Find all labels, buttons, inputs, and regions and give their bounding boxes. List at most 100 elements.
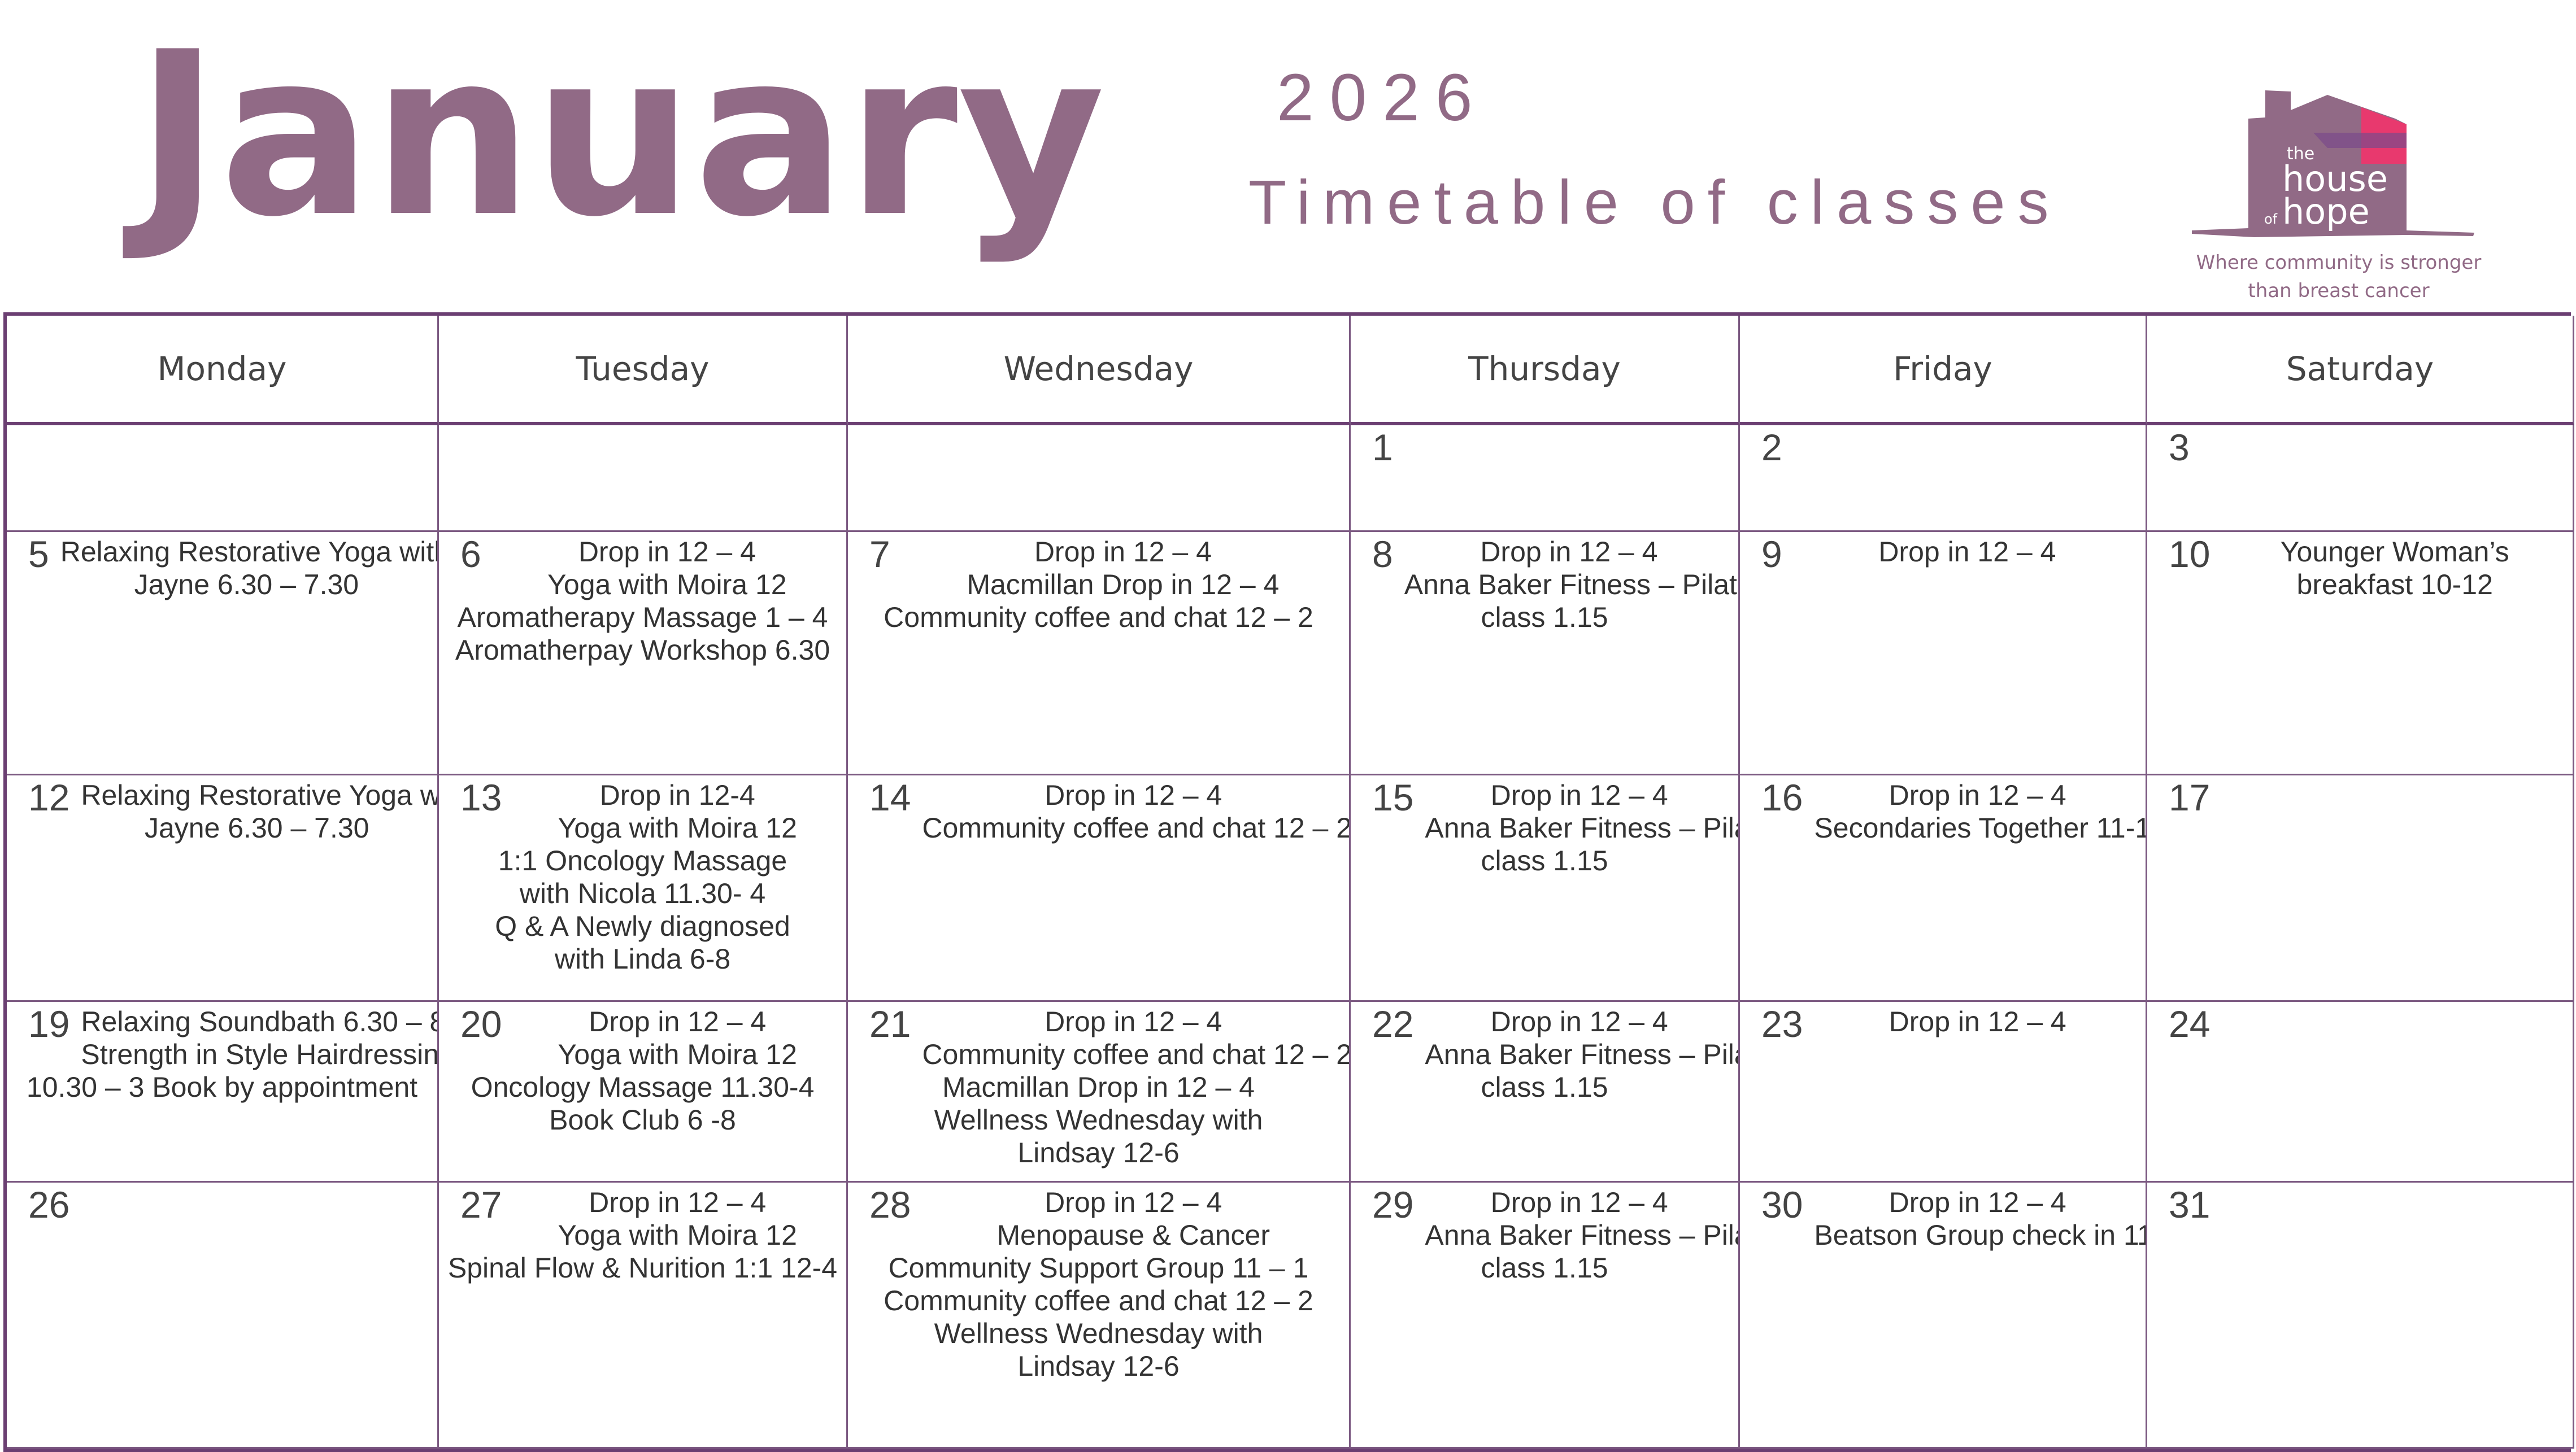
day-number: 6 xyxy=(460,533,481,575)
calendar-day-cell: 2 xyxy=(1740,425,2147,532)
event-item: Drop in 12 – 4 xyxy=(1889,1187,2066,1218)
day-number: 10 xyxy=(2169,533,2211,575)
day-number: 7 xyxy=(869,533,890,575)
event-item: Yoga with Moira 12 xyxy=(558,812,797,844)
day-header-tuesday: Tuesday xyxy=(439,316,848,425)
day-header-saturday: Saturday xyxy=(2147,316,2574,425)
day-number: 21 xyxy=(869,1003,911,1045)
svg-text:house: house xyxy=(2282,158,2388,199)
day-number: 31 xyxy=(2169,1184,2211,1226)
day-header-friday: Friday xyxy=(1740,316,2147,425)
event-item: Community Support Group 11 – 1 xyxy=(888,1252,1309,1284)
event-item: class 1.15 xyxy=(1481,601,1608,633)
event-item: Menopause & Cancer xyxy=(997,1219,1270,1251)
event-item: Jayne 6.30 – 7.30 xyxy=(134,569,359,600)
day-number: 13 xyxy=(460,777,502,818)
event-item: Relaxing Restorative Yoga with xyxy=(81,779,439,811)
calendar-day-cell: 19 Relaxing Soundbath 6.30 – 8 Strength in… xyxy=(7,1002,439,1183)
svg-text:the: the xyxy=(2287,144,2314,164)
house-of-hope-logo: the house of hope xyxy=(2192,90,2474,237)
event-item: Macmillan Drop in 12 – 4 xyxy=(942,1071,1255,1103)
day-header-wednesday: Wednesday xyxy=(848,316,1351,425)
event-item: 1:1 Oncology Massage xyxy=(498,845,787,877)
tagline-line: Where community is stronger xyxy=(2196,251,2482,274)
day-number: 17 xyxy=(2169,777,2211,818)
svg-text:of: of xyxy=(2264,211,2278,227)
logo-tagline: Where community is stronger than breast … xyxy=(2169,248,2508,305)
event-item: Book Club 6 -8 xyxy=(549,1104,736,1136)
event-item: Drop in 12 – 4 xyxy=(1045,1006,1222,1037)
day-number: 22 xyxy=(1372,1003,1414,1045)
event-item: Anna Baker Fitness – Pilates xyxy=(1404,569,1740,600)
event-item: Relaxing Soundbath 6.30 – 8 xyxy=(81,1006,439,1037)
event-item: Community coffee and chat 12 – 2 xyxy=(922,1039,1351,1070)
event-item: Drop in 12 – 4 xyxy=(1490,779,1668,811)
calendar-day-cell: 20 Drop in 12 – 4 Yoga with Moira 12 Oncolo… xyxy=(439,1002,848,1183)
calendar-day-cell: 27 Drop in 12 – 4 Yoga with Moira 12 Spinal… xyxy=(439,1183,848,1449)
event-item: Aromatherpay Workshop 6.30 xyxy=(455,634,830,666)
event-item: Community coffee and chat 12 – 2 xyxy=(922,812,1351,844)
calendar-day-cell: 14 Drop in 12 – 4 Community coffee and cha… xyxy=(848,775,1351,1002)
event-item: Community coffee and chat 12 – 2 xyxy=(884,1285,1313,1316)
calendar-day-cell: 17 xyxy=(2147,775,2574,1002)
calendar-day-cell: 8 Drop in 12 – 4 Anna Baker Fitness – Pila… xyxy=(1351,532,1740,775)
calendar-grid: Monday Tuesday Wednesday Thursday Friday Satu… xyxy=(3,312,2574,1452)
calendar-day-cell: 5 Relaxing Restorative Yoga with Jayne 6.3… xyxy=(7,532,439,775)
calendar-day-cell: 26 xyxy=(7,1183,439,1449)
svg-text:hope: hope xyxy=(2282,191,2370,232)
event-item: Spinal Flow & Nurition 1:1 12-4 xyxy=(447,1252,838,1284)
calendar-day-cell: 24 xyxy=(2147,1002,2574,1183)
calendar-day-cell: 1 xyxy=(1351,425,1740,532)
event-item: 10.30 – 3 Book by appointment xyxy=(26,1071,418,1103)
event-item: with Linda 6-8 xyxy=(554,943,731,975)
day-number: 15 xyxy=(1372,777,1414,818)
day-number: 14 xyxy=(869,777,911,818)
event-item: Drop in 12 – 4 xyxy=(578,536,756,568)
day-number: 3 xyxy=(2169,426,2190,468)
day-number: 26 xyxy=(28,1184,70,1226)
event-item: Aromatherapy Massage 1 – 4 xyxy=(457,601,828,633)
calendar-day-cell: 6 Drop in 12 – 4 Yoga with Moira 12 Aromath… xyxy=(439,532,848,775)
calendar-day-cell: 16 Drop in 12 – 4 Secondaries Together 11-… xyxy=(1740,775,2147,1002)
event-item: Anna Baker Fitness – Pilates xyxy=(1425,812,1738,844)
calendar-day-cell: 22 Drop in 12 – 4 Anna Baker Fitness – Pil… xyxy=(1351,1002,1740,1183)
day-number: 8 xyxy=(1372,533,1393,575)
event-item: class 1.15 xyxy=(1481,845,1608,877)
day-number: 1 xyxy=(1372,426,1393,468)
event-item: Community coffee and chat 12 – 2 xyxy=(884,601,1313,633)
day-number: 9 xyxy=(1761,533,1782,575)
event-item: Drop in 12-4 xyxy=(599,779,755,811)
month-title: January xyxy=(136,4,1106,267)
event-item: Lindsay 12-6 xyxy=(1017,1137,1180,1168)
event-item: Drop in 12 – 4 xyxy=(1480,536,1658,568)
tagline-line: than breast cancer xyxy=(2248,280,2430,302)
event-item: Q & A Newly diagnosed xyxy=(495,910,790,942)
event-item: Younger Woman’s xyxy=(2280,536,2509,568)
page-subtitle: Timetable of classes xyxy=(1248,168,2061,237)
event-item: Anna Baker Fitness – Pilates xyxy=(1425,1219,1738,1251)
day-number: 24 xyxy=(2169,1003,2211,1045)
calendar-day-cell: 21 Drop in 12 – 4 Community coffee and cha… xyxy=(848,1002,1351,1183)
day-number: 27 xyxy=(460,1184,502,1226)
event-item: Drop in 12 – 4 xyxy=(1878,536,2056,568)
calendar-day-cell xyxy=(439,425,848,532)
calendar-day-cell xyxy=(7,425,439,532)
day-number: 30 xyxy=(1761,1184,1803,1226)
event-item: Beatson Group check in 11-1 xyxy=(1814,1219,2147,1251)
day-number: 12 xyxy=(28,777,70,818)
calendar-day-cell: 10 Younger Woman’s breakfast 10-12 xyxy=(2147,532,2574,775)
event-item: Oncology Massage 11.30-4 xyxy=(471,1071,815,1103)
event-item: Wellness Wednesday with xyxy=(934,1104,1263,1136)
event-item: Yoga with Moira 12 xyxy=(558,1039,797,1070)
event-item: Macmillan Drop in 12 – 4 xyxy=(967,569,1280,600)
year-label: 2026 xyxy=(1277,60,1489,135)
event-item: Drop in 12 – 4 xyxy=(1490,1006,1668,1037)
event-item: Relaxing Restorative Yoga with xyxy=(60,536,439,568)
day-header-monday: Monday xyxy=(7,316,439,425)
calendar-day-cell: 30 Drop in 12 – 4 Beatson Group check in 1… xyxy=(1740,1183,2147,1449)
day-number: 29 xyxy=(1372,1184,1414,1226)
event-item: Secondaries Together 11-1 xyxy=(1814,812,2147,844)
day-header-thursday: Thursday xyxy=(1351,316,1740,425)
event-item: Anna Baker Fitness – Pilates xyxy=(1425,1039,1738,1070)
calendar-day-cell: 29 Drop in 12 – 4 Anna Baker Fitness – Pil… xyxy=(1351,1183,1740,1449)
